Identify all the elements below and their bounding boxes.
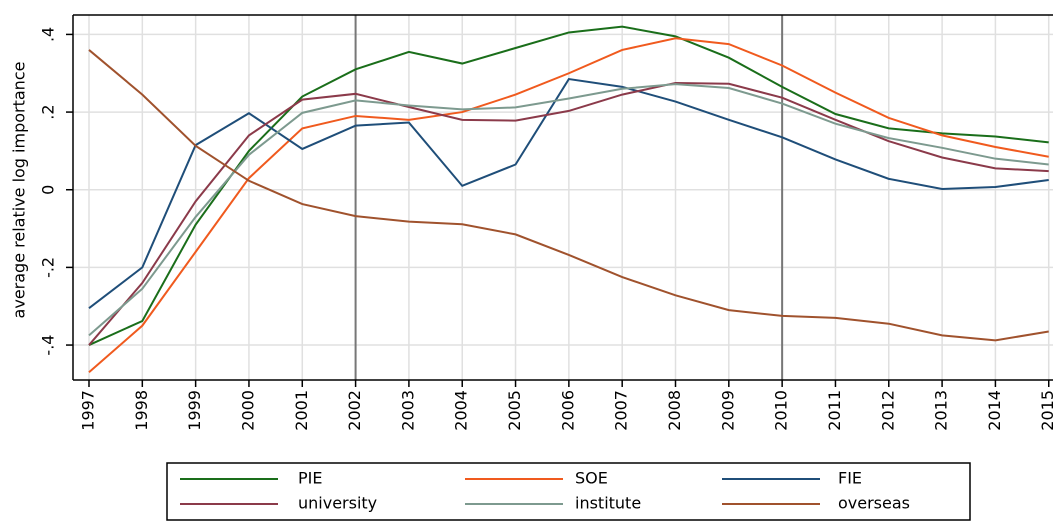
x-tick-label: 2015 — [1038, 390, 1057, 431]
x-tick-label: 2010 — [772, 390, 791, 431]
x-tick-label: 2011 — [825, 390, 844, 431]
legend-label: university — [298, 494, 377, 513]
x-tick-label: 2004 — [452, 390, 471, 431]
x-tick-label: 2007 — [612, 390, 631, 431]
x-tick-label: 1998 — [132, 390, 151, 431]
line-series — [88, 49, 1049, 342]
y-tick-label: 0 — [39, 185, 58, 195]
legend-label: PIE — [298, 469, 322, 488]
x-tick-label: 2003 — [398, 390, 417, 431]
legend-label: institute — [575, 494, 641, 513]
x-tick-label: 2013 — [932, 390, 951, 431]
x-tick-label: 2008 — [665, 390, 684, 431]
y-tick-label: .2 — [39, 104, 58, 119]
line-series — [88, 83, 1049, 337]
legend-label: FIE — [838, 469, 862, 488]
x-tick-label: 1999 — [185, 390, 204, 431]
line-series — [88, 37, 1049, 373]
x-tick-label: 2014 — [985, 390, 1004, 431]
legend-box — [166, 462, 971, 521]
x-tick-label: 1997 — [78, 390, 97, 431]
legend-label: SOE — [575, 469, 608, 488]
x-tick-label: 2005 — [505, 390, 524, 431]
line-series — [88, 25, 1049, 346]
x-tick-label: 2012 — [878, 390, 897, 431]
x-tick-label: 2009 — [718, 390, 737, 431]
x-tick-label: 2002 — [345, 390, 364, 431]
x-tick-label: 2006 — [558, 390, 577, 431]
legend-label: overseas — [838, 494, 910, 513]
x-tick-label: 2001 — [292, 390, 311, 431]
y-tick-label: -.4 — [39, 335, 58, 356]
x-tick-label: 2000 — [238, 390, 257, 431]
y-tick-label: .4 — [39, 27, 58, 42]
line-series — [88, 77, 1049, 309]
line-series — [88, 81, 1049, 346]
y-tick-label: -.2 — [39, 257, 58, 278]
y-axis-label: average relative log importance — [10, 62, 29, 319]
